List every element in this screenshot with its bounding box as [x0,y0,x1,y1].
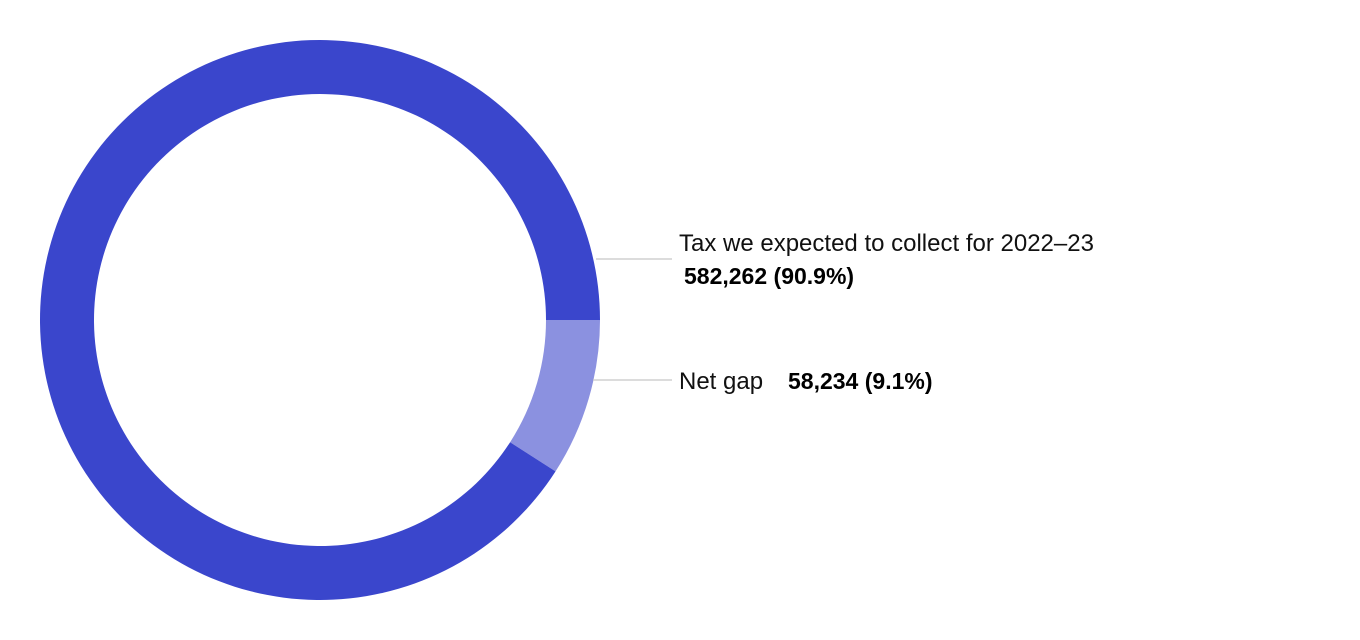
slice-value-expected: 582,262 (90.9%) [684,263,854,289]
donut-slice-expected [39,40,600,600]
slice-label-net-gap: Net gap [679,368,763,395]
donut-slices [39,40,600,600]
slice-value-net-gap: 58,234 (9.1%) [788,368,932,394]
slice-label-expected: Tax we expected to collect for 2022–23 [679,230,1094,257]
donut-slice-net-gap [510,320,600,472]
